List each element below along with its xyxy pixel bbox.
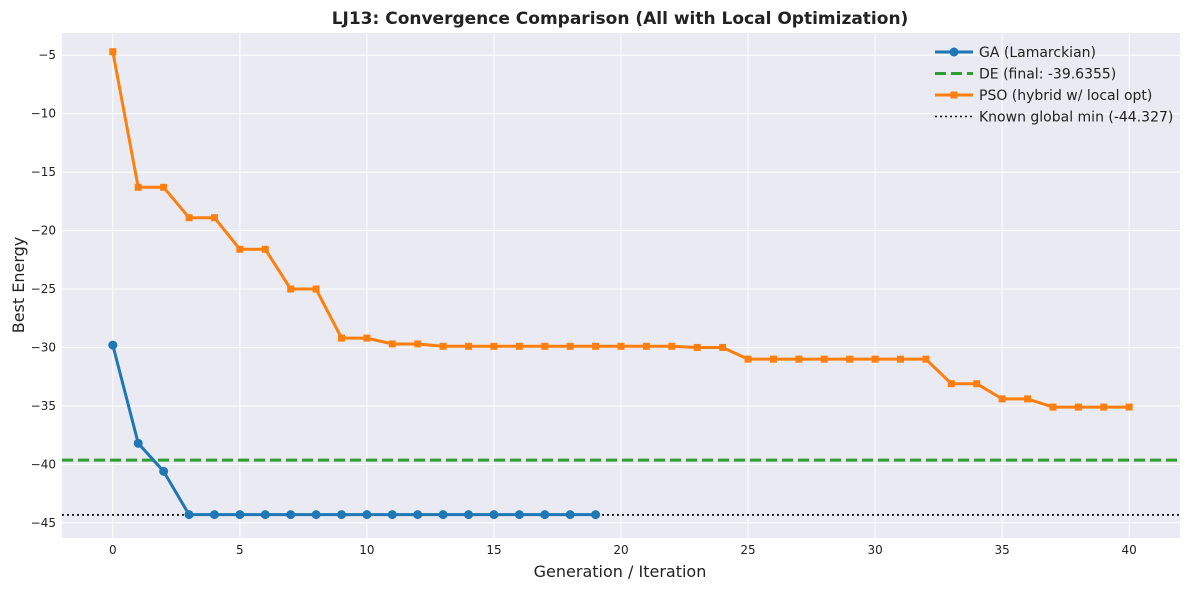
x-tick-label: 10 (359, 543, 374, 557)
pso-data-point (210, 214, 218, 222)
pso-data-point (312, 285, 320, 293)
pso-data-point (998, 395, 1006, 403)
pso-data-point (338, 334, 345, 342)
pso-data-point (744, 355, 752, 363)
legend-label-pso: PSO (hybrid w/ local opt) (979, 88, 1152, 104)
x-tick-label: 30 (867, 543, 882, 557)
y-tick-label: −30 (31, 340, 56, 354)
ga-data-point (209, 510, 219, 520)
legend-label-global-min: Known global min (-44.327) (979, 110, 1173, 126)
pso-data-point (287, 285, 295, 293)
x-axis-label: Generation / Iteration (534, 562, 707, 581)
pso-data-point (922, 355, 930, 363)
pso-data-point (795, 355, 803, 363)
y-tick-label: −40 (31, 457, 56, 471)
pso-data-point (769, 355, 777, 363)
x-tick-label: 25 (740, 543, 755, 557)
pso-data-point (541, 342, 549, 350)
pso-data-point (1125, 403, 1133, 411)
pso-data-point (668, 342, 676, 350)
ga-data-point (108, 340, 118, 350)
x-tick-label: 40 (1122, 543, 1137, 557)
y-tick-label: −35 (31, 399, 56, 413)
pso-data-point (261, 245, 269, 253)
pso-data-point (592, 342, 600, 350)
y-axis-label: Best Energy (9, 237, 28, 334)
pso-data-point (160, 183, 168, 191)
pso-data-point (490, 342, 498, 350)
pso-data-point (363, 334, 371, 342)
y-tick-label: −45 (31, 516, 56, 530)
pso-data-point (1074, 403, 1082, 411)
ga-data-point (260, 510, 270, 520)
series-layer (62, 48, 1180, 520)
pso-data-point (897, 355, 904, 363)
ga-data-point (565, 510, 575, 520)
legend-marker-ga (949, 47, 959, 57)
ga-data-point (311, 510, 321, 520)
legend-marker-pso (950, 91, 958, 99)
y-tick-label: −10 (31, 107, 56, 121)
x-tick-label: 0 (109, 543, 117, 557)
pso-data-point (388, 340, 396, 348)
ga-data-point (540, 510, 550, 520)
pso-data-point (846, 355, 854, 363)
pso-data-point (1049, 403, 1057, 411)
pso-data-point (236, 245, 244, 253)
grid (62, 33, 1180, 538)
legend-label-de: DE (final: -39.6355) (979, 67, 1116, 83)
pso-data-point (642, 342, 650, 350)
ga-data-point (413, 510, 423, 520)
y-tick-label: −5 (38, 48, 56, 62)
pso-data-point (719, 343, 727, 351)
pso-data-point (947, 380, 955, 388)
x-axis-ticks: 0 5 10 15 20 25 30 35 40 (109, 543, 1137, 557)
ga-data-point (159, 466, 169, 476)
ga-data-point (235, 510, 245, 520)
pso-data-point (185, 214, 193, 222)
pso-data-point (566, 342, 574, 350)
pso-data-point (439, 342, 447, 350)
pso-data-point (693, 343, 701, 351)
legend: GA (Lamarckian) DE (final: -39.6355) PSO (… (935, 45, 1173, 126)
pso-data-point (515, 342, 523, 350)
x-tick-label: 5 (236, 543, 244, 557)
ga-data-point (514, 510, 524, 520)
ga-data-point (591, 510, 601, 520)
pso-data-point (134, 183, 142, 191)
legend-label-ga: GA (Lamarckian) (979, 45, 1096, 61)
x-tick-label: 15 (486, 543, 501, 557)
y-axis-ticks: −45 −40 −35 −30 −25 −20 −15 −10 −5 (31, 48, 56, 530)
pso-data-point (414, 340, 422, 348)
ga-data-point (286, 510, 296, 520)
pso-data-point (617, 342, 625, 350)
ga-data-point (133, 438, 143, 448)
ga-data-point (387, 510, 397, 520)
ga-data-point (438, 510, 448, 520)
x-tick-label: 20 (613, 543, 628, 557)
x-tick-label: 35 (994, 543, 1009, 557)
ga-data-point (337, 510, 346, 520)
pso-data-point (820, 355, 828, 363)
pso-data-point (109, 48, 117, 56)
y-tick-label: −20 (31, 224, 56, 238)
ga-data-point (362, 510, 372, 520)
pso-data-point (1100, 403, 1108, 411)
chart-title: LJ13: Convergence Comparison (All with L… (332, 9, 909, 29)
y-tick-label: −25 (31, 282, 56, 296)
ga-data-point (184, 510, 194, 520)
ga-data-point (464, 510, 474, 520)
y-tick-label: −15 (31, 165, 56, 179)
pso-data-point (973, 380, 981, 388)
pso-data-point (465, 342, 473, 350)
ga-data-point (489, 510, 499, 520)
pso-data-point (1024, 395, 1032, 403)
pso-data-point (871, 355, 879, 363)
